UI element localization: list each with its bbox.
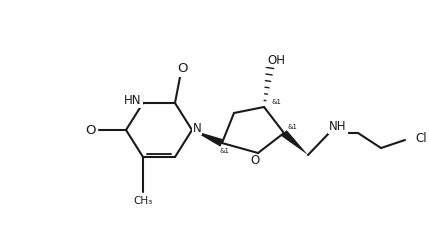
Text: &1: &1 (271, 99, 281, 105)
Polygon shape (192, 130, 224, 147)
Text: HN: HN (124, 95, 142, 107)
Text: OH: OH (267, 54, 285, 66)
Text: CH₃: CH₃ (133, 196, 153, 206)
Text: &1: &1 (288, 124, 298, 130)
Text: N: N (193, 121, 201, 135)
Text: O: O (86, 124, 96, 136)
Text: O: O (177, 62, 187, 76)
Polygon shape (281, 130, 308, 155)
Text: &1: &1 (219, 148, 229, 154)
Text: NH: NH (329, 121, 347, 134)
Text: O: O (251, 154, 260, 168)
Text: Cl: Cl (415, 132, 426, 145)
